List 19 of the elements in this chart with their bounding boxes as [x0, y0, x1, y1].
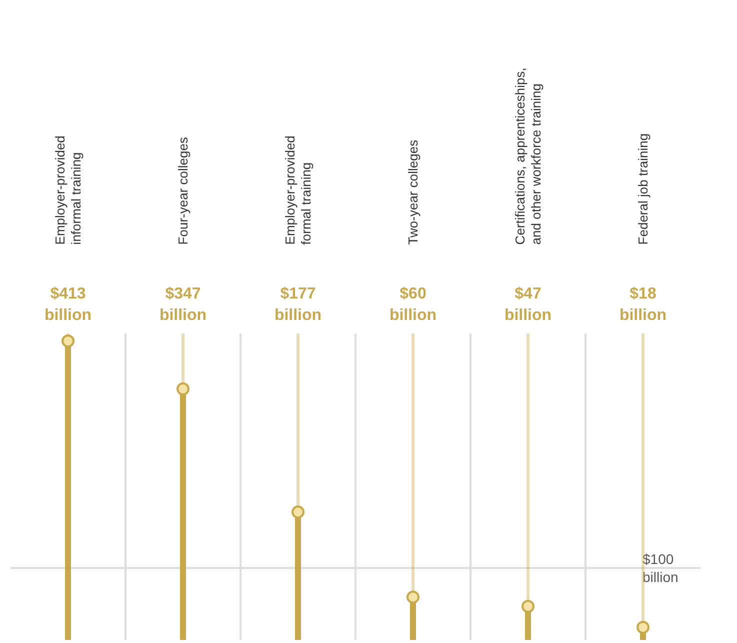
point [176, 382, 190, 396]
text: $18 billion [619, 286, 667, 324]
text: $47 billion [504, 286, 552, 324]
text: $413 billion [44, 286, 92, 324]
text: $347 billion [159, 286, 207, 324]
x-tick-label: Employer-provided informal training [52, 136, 84, 245]
point [522, 600, 534, 613]
x-tick-label: Certifications, apprenticeships, and other workforce training [512, 68, 544, 245]
point [636, 620, 650, 634]
point [292, 506, 304, 518]
x-tick-label: Four-year colleges [176, 136, 190, 245]
x-tick-label: Federal job training [636, 133, 650, 245]
text: $60 billion [389, 286, 437, 324]
text: $177 billion [274, 286, 322, 324]
point [406, 590, 420, 604]
x-tick-label: Employer-provided formal training [282, 136, 314, 245]
ref-line-label: $100 billion [642, 551, 678, 585]
point [62, 334, 74, 348]
x-tick-label: Two-year colleges [406, 139, 420, 245]
